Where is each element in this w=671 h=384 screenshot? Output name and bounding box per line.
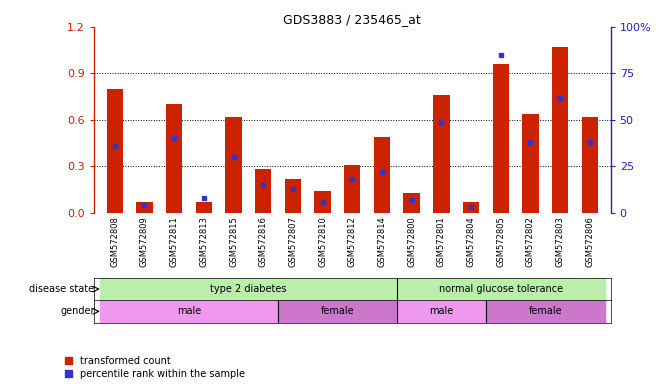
Text: GSM572804: GSM572804 bbox=[466, 216, 476, 267]
Bar bbox=[315, 191, 331, 213]
Text: female: female bbox=[529, 306, 562, 316]
Bar bbox=[100, 300, 278, 323]
Bar bbox=[278, 300, 397, 323]
Bar bbox=[225, 117, 242, 213]
Bar bbox=[196, 202, 212, 213]
Bar bbox=[285, 179, 301, 213]
Legend: transformed count, percentile rank within the sample: transformed count, percentile rank withi… bbox=[65, 356, 245, 379]
Text: gender: gender bbox=[60, 306, 95, 316]
Text: GSM572805: GSM572805 bbox=[497, 216, 505, 267]
Bar bbox=[374, 137, 390, 213]
Text: female: female bbox=[321, 306, 354, 316]
Text: normal glucose tolerance: normal glucose tolerance bbox=[439, 284, 563, 294]
Text: GSM572816: GSM572816 bbox=[259, 216, 268, 267]
Text: GSM572813: GSM572813 bbox=[199, 216, 208, 267]
Bar bbox=[403, 193, 420, 213]
Bar bbox=[463, 202, 479, 213]
Bar bbox=[486, 300, 605, 323]
Text: male: male bbox=[429, 306, 454, 316]
Text: GSM572811: GSM572811 bbox=[170, 216, 178, 267]
Text: GSM572803: GSM572803 bbox=[556, 216, 564, 267]
Bar bbox=[397, 278, 605, 300]
Text: GSM572809: GSM572809 bbox=[140, 216, 149, 267]
Text: GSM572814: GSM572814 bbox=[378, 216, 386, 267]
Text: GSM572812: GSM572812 bbox=[348, 216, 357, 267]
Bar bbox=[344, 165, 360, 213]
Text: GSM572807: GSM572807 bbox=[289, 216, 297, 267]
Bar bbox=[255, 169, 271, 213]
Text: type 2 diabetes: type 2 diabetes bbox=[210, 284, 287, 294]
Bar bbox=[100, 278, 397, 300]
Text: GSM572802: GSM572802 bbox=[526, 216, 535, 267]
Bar bbox=[522, 114, 539, 213]
Text: GSM572808: GSM572808 bbox=[110, 216, 119, 267]
Text: GSM572801: GSM572801 bbox=[437, 216, 446, 267]
Bar bbox=[107, 89, 123, 213]
Bar bbox=[136, 202, 152, 213]
Text: disease state: disease state bbox=[30, 284, 95, 294]
Bar bbox=[433, 95, 450, 213]
Bar bbox=[397, 300, 486, 323]
Bar bbox=[166, 104, 183, 213]
Text: GSM572800: GSM572800 bbox=[407, 216, 416, 267]
Bar bbox=[493, 64, 509, 213]
Text: GSM572815: GSM572815 bbox=[229, 216, 238, 267]
Text: GSM572810: GSM572810 bbox=[318, 216, 327, 267]
Text: male: male bbox=[177, 306, 201, 316]
Bar bbox=[582, 117, 598, 213]
Title: GDS3883 / 235465_at: GDS3883 / 235465_at bbox=[283, 13, 421, 26]
Bar bbox=[552, 47, 568, 213]
Text: GSM572806: GSM572806 bbox=[585, 216, 595, 267]
